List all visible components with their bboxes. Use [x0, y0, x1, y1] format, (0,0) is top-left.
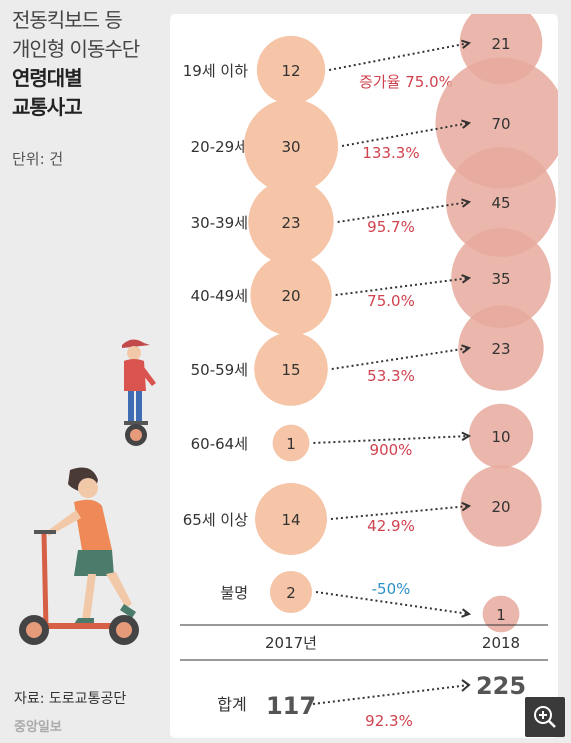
bubble-2017 [248, 179, 334, 265]
bubble-2018 [482, 595, 520, 633]
category-label: 19세 이하 [183, 62, 248, 80]
value-label-2017: 12 [281, 62, 300, 80]
value-label-2018: 1 [496, 606, 506, 624]
category-label: 40-49세 [191, 287, 248, 305]
bubble-2017 [256, 35, 326, 105]
bubble-2017 [269, 570, 313, 614]
zoom-in-icon [534, 706, 556, 728]
value-label-2017: 2 [286, 584, 296, 602]
change-label: 95.7% [367, 218, 415, 236]
bubble-2017 [272, 424, 310, 462]
title-line-4: 교통사고 [12, 95, 83, 119]
title-line-2: 개인형 이동수단 [12, 37, 140, 61]
trend-arrow-line [337, 201, 470, 223]
bubble-2017 [255, 483, 327, 555]
change-label: 75.0% [367, 292, 415, 310]
trend-arrow-head [461, 608, 472, 618]
change-label: 증가율 75.0% [359, 73, 453, 91]
change-label: 133.3% [362, 144, 419, 162]
value-label-2018: 21 [491, 35, 510, 53]
value-label-2017: 15 [281, 361, 300, 379]
change-label: 900% [370, 441, 413, 459]
bubble-2018 [446, 147, 556, 257]
value-label-2017: 14 [281, 511, 300, 529]
x-tick-label: 2017년 [265, 634, 317, 652]
total-label: 합계 [217, 695, 246, 714]
value-label-2018: 20 [491, 498, 510, 516]
bubble-2017 [243, 98, 339, 194]
x-tick-label: 2018 [482, 634, 520, 652]
total-2018: 225 [476, 672, 526, 700]
scooter-rider-illustration [19, 467, 139, 645]
value-label-2017: 23 [281, 214, 300, 232]
change-label: 53.3% [367, 367, 415, 385]
value-label-2017: 1 [286, 435, 296, 453]
change-label: -50% [372, 580, 411, 598]
chart-panel: 19세 이하 12 21 증가율 75.0% 20-29세 30 70 133.3% 30-39… [170, 14, 558, 738]
value-label-2017: 20 [281, 287, 300, 305]
trend-arrow-line [313, 435, 470, 444]
bubble-2017 [250, 254, 332, 336]
trend-arrow-head [461, 119, 472, 129]
segway-rider-illustration [122, 339, 156, 446]
trend-arrow-line [328, 42, 470, 71]
title-line-3: 연령대별 [12, 66, 83, 90]
category-label: 30-39세 [191, 214, 248, 232]
trend-arrow-line [341, 122, 470, 147]
total-arrow-line [312, 684, 470, 705]
value-label-2017: 30 [281, 138, 300, 156]
value-label-2018: 70 [491, 115, 510, 133]
trend-arrow-head [461, 501, 472, 512]
bubble-2018 [458, 305, 544, 391]
bubble-2017 [254, 332, 328, 406]
source-label: 자료: 도로교통공단 [14, 691, 127, 707]
category-label: 50-59세 [191, 361, 248, 379]
trend-arrow-head [461, 431, 472, 442]
value-label-2018: 23 [491, 340, 510, 358]
trend-arrow-line [331, 347, 470, 370]
value-label-2018: 45 [491, 194, 510, 212]
title-line-1: 전동킥보드 등 [12, 8, 123, 32]
value-label-2018: 10 [491, 428, 510, 446]
total-2017: 117 [266, 692, 316, 720]
bubble-2018 [468, 403, 534, 469]
trend-arrow-line [315, 591, 470, 615]
total-change-label: 92.3% [365, 712, 413, 730]
bubble-2018 [451, 228, 551, 328]
trend-arrow-head [461, 274, 472, 284]
bubble-2018 [460, 465, 542, 547]
category-label: 20-29세 [191, 138, 248, 156]
joongang-logo: 중앙일보 [14, 720, 62, 735]
total-arrow-head [461, 679, 471, 692]
trend-arrow-head [461, 198, 472, 208]
change-label: 42.9% [367, 517, 415, 535]
trend-arrow-line [330, 505, 470, 520]
trend-arrow-head [461, 39, 472, 49]
category-label: 65세 이상 [183, 511, 248, 529]
category-label: 불명 [220, 584, 248, 602]
zoom-button[interactable] [525, 697, 565, 737]
trend-arrow-head [461, 344, 472, 354]
unit-label: 단위: 건 [12, 150, 64, 168]
value-label-2018: 35 [491, 270, 510, 288]
chart-title: 전동킥보드 등 개인형 이동수단 연령대별 교통사고 [12, 6, 140, 122]
category-label: 60-64세 [191, 435, 248, 453]
